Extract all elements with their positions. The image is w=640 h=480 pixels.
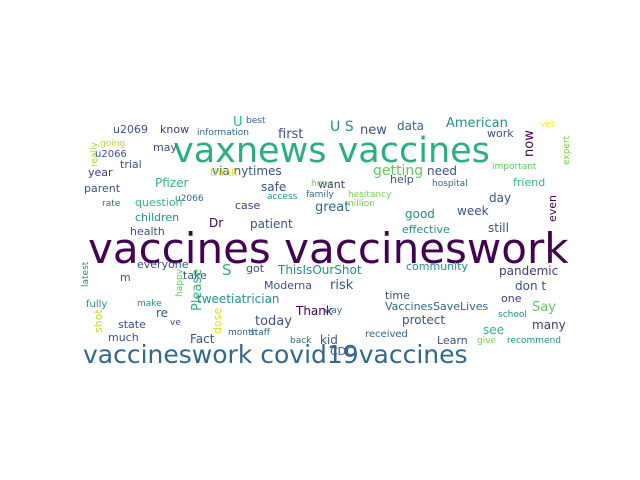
word: one — [501, 292, 522, 305]
word: American — [446, 116, 508, 131]
word: vaxnews vaccines — [173, 131, 490, 171]
word: day — [489, 191, 512, 205]
word: important — [492, 162, 537, 172]
word: trial — [120, 158, 142, 171]
word: hesitancy — [348, 190, 392, 200]
word: know — [160, 123, 190, 136]
word: VaccinesSaveLives — [385, 300, 489, 313]
word: work — [487, 127, 514, 140]
word: Fact — [190, 332, 215, 346]
word: time — [385, 289, 410, 302]
word-cloud: vaccines vaccineswork vaxnews vaccines v… — [80, 97, 580, 387]
word: community — [406, 260, 469, 273]
word: information — [197, 128, 249, 138]
word: best — [246, 116, 266, 126]
word: U S — [330, 119, 354, 135]
word: good — [405, 207, 435, 221]
word: effective — [402, 223, 450, 236]
word: ThisIsOurShot — [278, 263, 362, 277]
word: question — [135, 196, 183, 209]
word: got — [246, 262, 265, 275]
word: vaccines vaccineswork — [88, 224, 569, 273]
word: protect — [402, 313, 446, 327]
word: children — [135, 211, 180, 224]
word: CDC — [330, 345, 354, 358]
word: vaccineswork covid19vaccines — [83, 340, 468, 369]
word: see — [483, 323, 505, 337]
word: health — [130, 225, 165, 238]
word: case — [235, 199, 261, 212]
word: Dr — [209, 216, 224, 230]
word: help — [390, 173, 414, 186]
word: need — [427, 164, 457, 178]
word: staff — [250, 328, 270, 338]
word: great — [315, 200, 350, 215]
word: ve — [170, 318, 181, 328]
word: think — [210, 166, 238, 179]
word: kid — [320, 333, 338, 347]
word: hospital — [432, 179, 468, 189]
word: latest — [81, 261, 91, 287]
word: Say — [532, 300, 556, 315]
word: first — [278, 127, 304, 142]
word: recommend — [507, 336, 561, 346]
word: may — [153, 141, 177, 154]
word: still — [488, 221, 509, 235]
word: S — [222, 261, 232, 279]
word: even — [546, 194, 559, 222]
word: U — [233, 115, 243, 130]
word: expert — [562, 135, 572, 165]
word: friend — [513, 176, 546, 189]
word: give — [477, 336, 497, 346]
word: hope — [311, 179, 334, 189]
word: pandemic — [499, 264, 559, 278]
word: received — [365, 329, 408, 340]
word: Learn — [437, 334, 468, 347]
word: month — [228, 328, 258, 338]
word: new — [360, 123, 387, 138]
word: many — [532, 318, 566, 332]
word: week — [457, 204, 489, 218]
word: via nytimes — [212, 164, 282, 178]
word: family — [306, 190, 334, 200]
word: now — [522, 130, 537, 157]
word: everyone — [137, 258, 189, 271]
word: state — [118, 318, 146, 331]
word: school — [498, 310, 527, 320]
word: year — [88, 166, 113, 179]
word: shot — [92, 309, 105, 333]
word: make — [137, 299, 162, 309]
word: m — [120, 271, 131, 284]
word: access — [267, 192, 298, 202]
word: Pfizer — [155, 176, 189, 190]
word: million — [345, 199, 375, 209]
word: fully — [86, 299, 108, 310]
word: vet — [540, 120, 555, 130]
word: patient — [250, 217, 293, 231]
word: Moderna — [264, 279, 313, 292]
word: much — [108, 331, 139, 344]
word: take — [183, 269, 207, 282]
word: dose — [211, 307, 224, 334]
word: u2069 — [113, 123, 148, 136]
word: getting — [373, 163, 424, 179]
word: Thank — [296, 304, 333, 318]
word: want — [318, 178, 346, 191]
word: going — [100, 139, 126, 149]
word: tweetiatrician — [197, 292, 280, 306]
word: today — [255, 314, 292, 329]
word: parent — [84, 182, 121, 195]
word: risk — [330, 278, 354, 293]
word: back — [290, 336, 312, 346]
word: safe — [261, 180, 287, 194]
word: way — [324, 306, 343, 316]
word: don t — [515, 279, 547, 293]
word: rate — [102, 199, 121, 209]
word: u2066 — [95, 149, 127, 160]
word: u2066 — [175, 194, 204, 204]
word: re — [156, 306, 169, 320]
word: data — [397, 119, 425, 133]
